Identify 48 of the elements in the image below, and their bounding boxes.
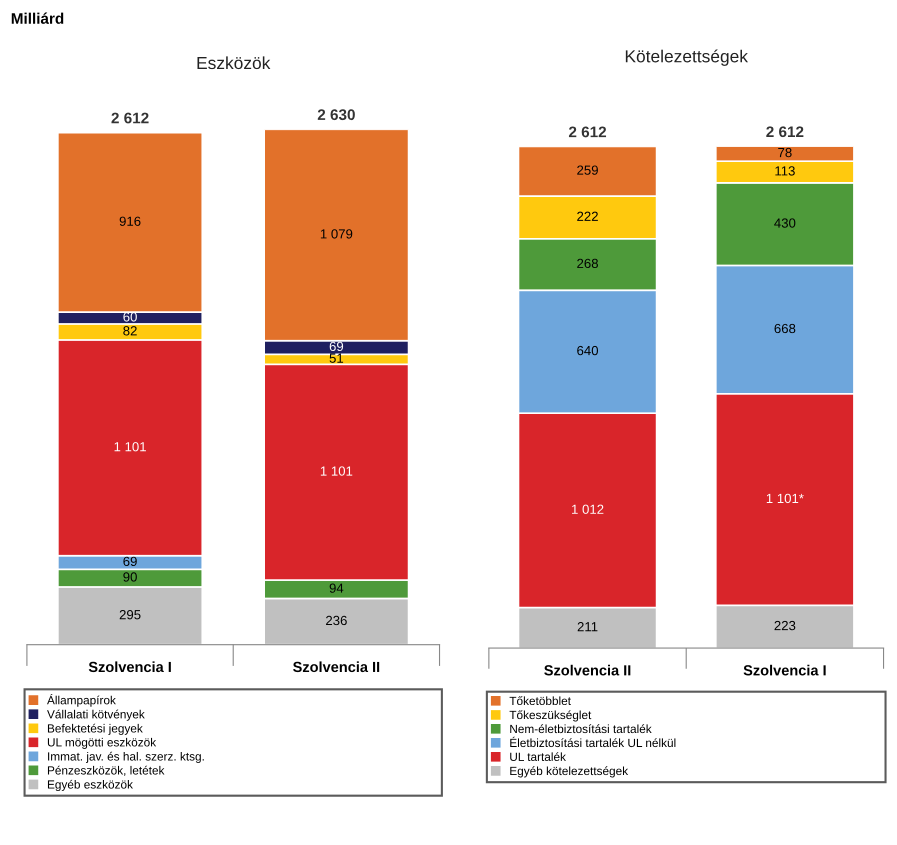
data-label: 1 101: [320, 466, 352, 476]
legend-label: Tőketöbblet: [510, 696, 571, 706]
data-label: 640: [577, 346, 598, 356]
total-label: 2 612: [111, 112, 149, 124]
legend-label: Immat. jav. és hal. szerz. ktsg.: [48, 752, 204, 763]
text: Milliárd: [12, 12, 64, 24]
data-label: 236: [326, 616, 347, 626]
total-label: 2 630: [318, 109, 355, 120]
data-label: 82: [123, 326, 137, 336]
legend-label: Tőkeszükséglet: [510, 710, 592, 722]
legend-label: UL mögötti eszközök: [48, 738, 156, 749]
legend-label: Egyéb kötelezettségek: [510, 766, 628, 778]
legend-label: Vállalati kötvények: [47, 710, 145, 721]
legend-label: Nem-életbiztosítási tartalék: [510, 724, 652, 734]
legend-label: Állampapírok: [47, 694, 116, 707]
data-label: 78: [778, 148, 792, 158]
chart-title: Kötelezettségek: [626, 49, 748, 66]
total-label: 2 612: [568, 126, 606, 138]
data-label: 90: [123, 572, 137, 582]
data-label: 295: [120, 610, 141, 620]
legend-label: Befektetési jegyek: [48, 724, 143, 735]
data-label: 916: [120, 216, 140, 226]
legend-label: Életbiztosítási tartalék UL nélkül: [510, 736, 676, 748]
x-tick-label: Szolvencia II: [544, 664, 630, 676]
total-label: 2 612: [766, 126, 804, 138]
data-label: 69: [123, 556, 137, 566]
data-label: 1 079: [320, 229, 352, 239]
data-label: 94: [330, 583, 344, 593]
data-label: 268: [577, 258, 598, 268]
x-tick-label: Szolvencia I: [744, 664, 826, 676]
data-label: 1 101: [114, 442, 146, 452]
data-label: 113: [775, 166, 795, 176]
data-label: 222: [577, 212, 598, 221]
legend-label: Egyéb eszközök: [48, 780, 133, 791]
x-tick-label: Szolvencia I: [88, 661, 171, 672]
data-label: 51: [330, 354, 344, 363]
data-label: 223: [774, 620, 796, 630]
legend-label: UL tartalék: [510, 752, 566, 762]
data-label: 69: [330, 342, 344, 352]
data-label: 259: [577, 165, 598, 175]
data-label: 430: [774, 218, 796, 228]
data-label: 1 101*: [766, 494, 804, 504]
chart-title: Eszközök: [198, 56, 270, 70]
x-tick-label: Szolvencia II: [293, 661, 380, 672]
legend-label: Pénzeszközök, letétek: [48, 766, 164, 776]
data-label: 1 012: [572, 504, 604, 514]
data-label: 211: [578, 622, 598, 632]
data-label: 668: [774, 324, 796, 334]
